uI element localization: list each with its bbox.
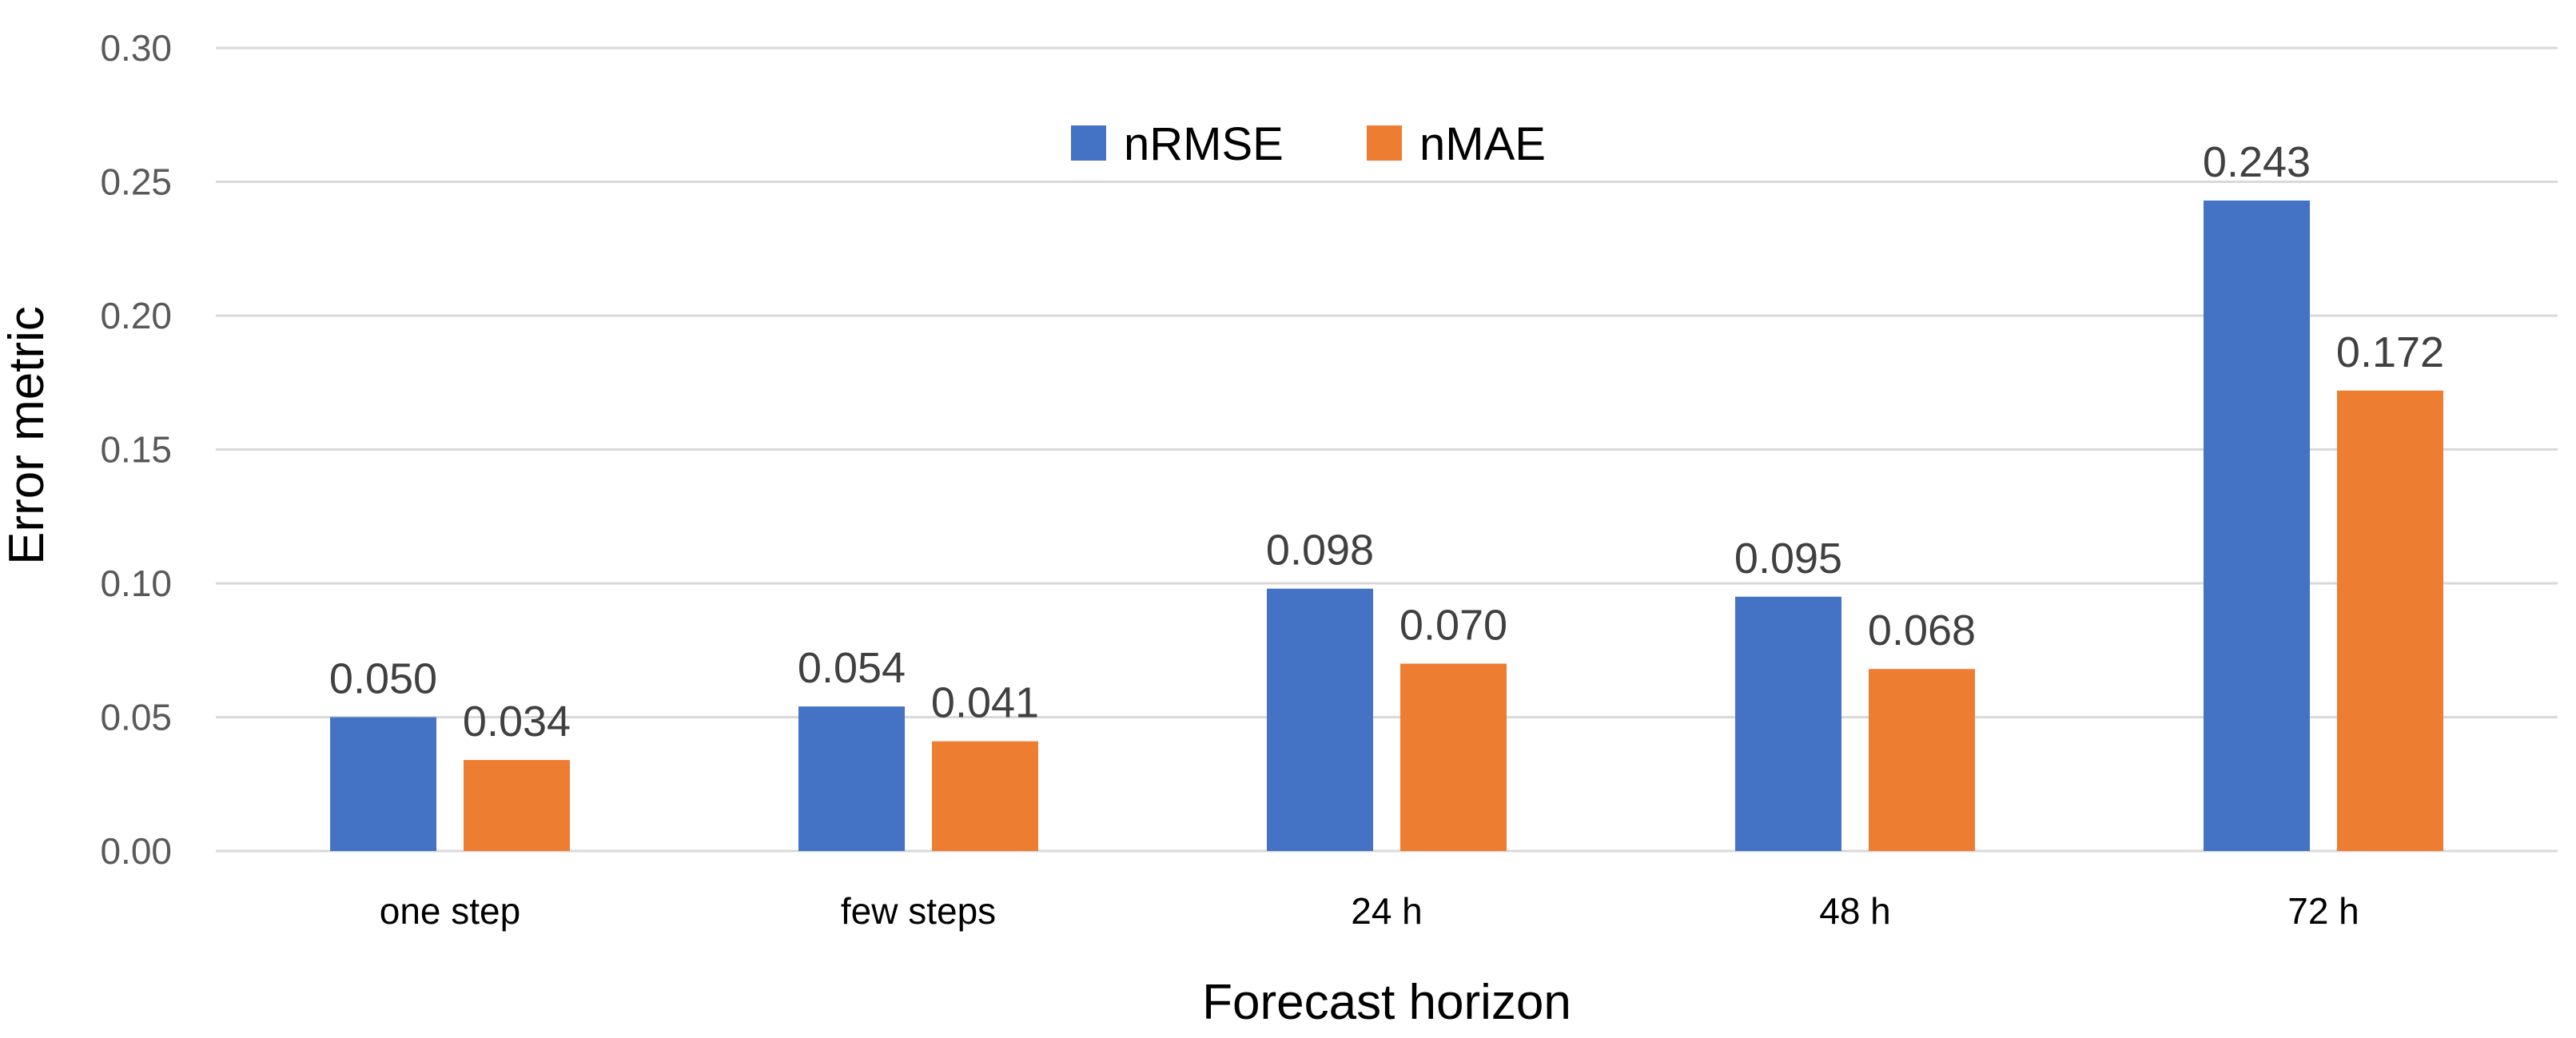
bar-nrmse-2 (1267, 588, 1373, 851)
y-tick-label: 0.30 (100, 27, 172, 69)
bar-nmae-3 (1869, 669, 1975, 851)
bar-nmae-1 (932, 741, 1038, 851)
data-label-nrmse-2: 0.098 (1266, 527, 1374, 575)
legend: nRMSE nMAE (1071, 118, 1546, 170)
data-label-nmae-4: 0.172 (2336, 328, 2444, 376)
data-label-nmae-2: 0.070 (1399, 602, 1507, 650)
legend-swatch-nmae (1367, 125, 1402, 161)
legend-label-nrmse: nRMSE (1124, 118, 1284, 170)
data-label-nmae-1: 0.041 (931, 679, 1039, 727)
bar-nrmse-3 (1735, 596, 1841, 851)
legend-label-nmae: nMAE (1419, 118, 1546, 170)
y-tick-label: 0.15 (100, 429, 172, 471)
legend-swatch-nrmse (1071, 125, 1106, 161)
y-axis-title: Error metric (0, 306, 54, 565)
data-label-nrmse-3: 0.095 (1734, 535, 1842, 583)
bar-nmae-2 (1400, 663, 1507, 851)
y-tick-label: 0.25 (100, 161, 172, 203)
x-axis-title: Forecast horizon (1202, 975, 1571, 1030)
x-tick-label: 24 h (1351, 890, 1423, 932)
y-tick-label: 0.05 (100, 697, 172, 738)
x-tick-label: few steps (841, 890, 996, 932)
y-tick-label: 0.00 (100, 830, 172, 872)
bar-nmae-4 (2337, 390, 2443, 851)
y-tick-label: 0.10 (100, 563, 172, 604)
data-label-nmae-3: 0.068 (1868, 606, 1976, 654)
bar-nmae-0 (464, 760, 570, 851)
axes: 0.00 0.05 0.10 0.15 0.20 0.25 0.30 one step few … (100, 27, 2359, 932)
bar-nrmse-0 (330, 717, 436, 851)
y-tick-label: 0.20 (100, 295, 172, 336)
data-label-nrmse-0: 0.050 (329, 655, 437, 703)
data-labels: 0.050 0.034 0.054 0.041 0.098 0.070 0.095 0.068… (329, 138, 2444, 746)
bar-nrmse-1 (798, 706, 905, 851)
bars (330, 200, 2443, 851)
data-label-nmae-0: 0.034 (463, 698, 571, 746)
bar-nrmse-4 (2204, 200, 2310, 851)
x-tick-label: 72 h (2287, 890, 2359, 932)
x-tick-label: 48 h (1819, 890, 1891, 932)
gridlines (216, 46, 2558, 853)
data-label-nrmse-4: 0.243 (2203, 138, 2311, 186)
data-label-nrmse-1: 0.054 (798, 644, 906, 692)
x-tick-label: one step (380, 890, 520, 932)
